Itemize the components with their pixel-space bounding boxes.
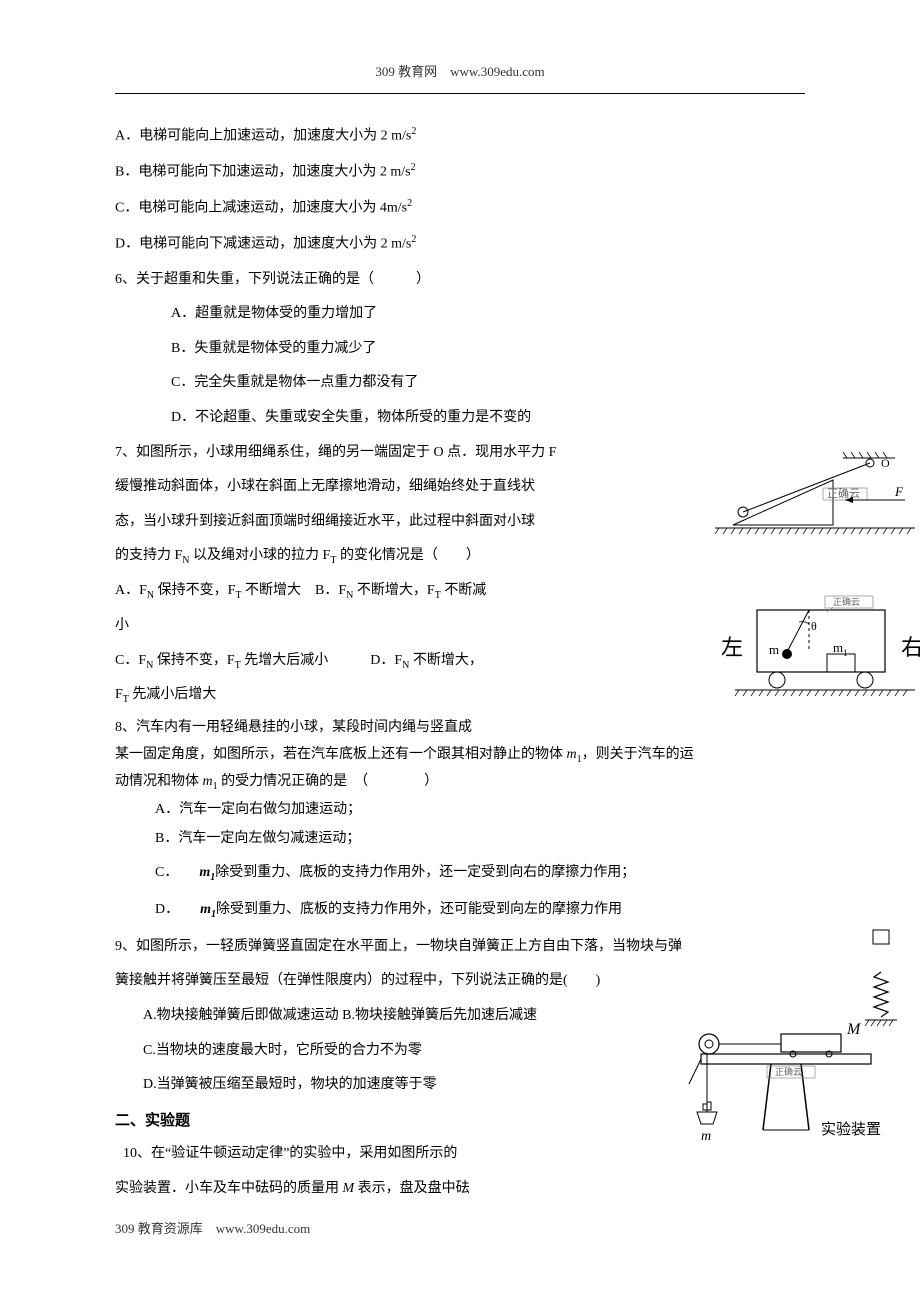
q7-line1: 7、如图所示，小球用细绳系住，绳的另一端固定于 O 点．现用水平力 F — [115, 440, 805, 467]
q8-line3: 动情况和物体 m1 的受力情况正确的是 （ ） — [115, 771, 805, 795]
q10-line2: 实验装置．小车及车中砝码的质量用 M 表示，盘及盘中砝 — [115, 1176, 805, 1203]
q9-line1: 9、如图所示，一轻质弹簧竖直固定在水平面上，一物块自弹簧正上方自由下落，当物块与… — [115, 934, 805, 961]
fig-label-device: 实验装置 — [821, 1121, 881, 1138]
fig-label-right: 右 — [901, 635, 920, 660]
q6-stem: 6、关于超重和失重，下列说法正确的是（ ） — [115, 267, 805, 294]
fig-label-m: m — [769, 642, 779, 657]
footer-site: 309 教育资源库 — [115, 1221, 203, 1236]
q7-option-a2: 小 — [115, 613, 805, 640]
q8-line1: 8、汽车内有一用轻绳悬挂的小球，某段时间内绳与竖直成 — [115, 717, 805, 739]
q5-option-c: C．电梯可能向上减速运动，加速度大小为 4m/s2 — [115, 194, 805, 222]
fig-label-O: O — [881, 456, 890, 470]
q7-line2: 缓慢推动斜面体，小球在斜面上无摩擦地滑动，细绳始终处于直线状 — [115, 474, 805, 501]
q5-option-b: B．电梯可能向下加速运动，加速度大小为 2 m/s2 — [115, 158, 805, 186]
page-header: 309 教育网 www.309edu.com — [115, 60, 805, 85]
q8-figure: 左 右 m θ 正确云 m1 — [715, 590, 895, 710]
fig-label-m1: m1 — [833, 640, 848, 658]
q6-option-b: B．失重就是物体受的重力减少了 — [115, 336, 805, 363]
watermark-text: 正确云 — [827, 487, 860, 500]
header-url: www.309edu.com — [450, 64, 544, 79]
q5-option-d: D．电梯可能向下减速运动，加速度大小为 2 m/s2 — [115, 230, 805, 258]
footer-url: www.309edu.com — [216, 1221, 310, 1236]
header-site: 309 教育网 — [375, 64, 437, 79]
watermark-text: 正确云 — [775, 1066, 802, 1077]
page-footer: 309 教育资源库 www.309edu.com — [115, 1217, 310, 1242]
q7-option-a: A．FN 保持不变，FT 不断增大 B．FN 不断增大，FT 不断减 — [115, 578, 805, 605]
fig-label-theta: θ — [811, 619, 817, 633]
q7-line3: 态，当小球升到接近斜面顶端时细绳接近水平，此过程中斜面对小球 — [115, 509, 805, 536]
q8-option-d: D． m1除受到重力、底板的支持力作用外，还可能受到向左的摩擦力作用 — [115, 897, 805, 924]
q8-option-b: B．汽车一定向左做匀减速运动； — [115, 826, 805, 853]
q7-line-e: FT 先减小后增大 — [115, 682, 805, 709]
q10-figure-device: M m 正确云 实验装置 — [671, 1004, 901, 1154]
fig-label-M: M — [846, 1021, 862, 1038]
q9-line2: 簧接触并将弹簧压至最短（在弹性限度内）的过程中，下列说法正确的是( ) — [115, 968, 805, 995]
header-divider — [115, 93, 805, 94]
q6-option-a: A．超重就是物体受的重力增加了 — [115, 301, 805, 328]
q9-block: 9、如图所示，一轻质弹簧竖直固定在水平面上，一物块自弹簧正上方自由下落，当物块与… — [115, 934, 805, 1099]
q8-option-a: A．汽车一定向右做匀加速运动； — [115, 799, 805, 821]
q7-block: O 正确云 F — [115, 440, 805, 710]
fig-label-F: F — [894, 484, 904, 499]
q7-figure: O 正确云 F — [715, 450, 895, 540]
q6-option-c: C．完全失重就是物体一点重力都没有了 — [115, 370, 805, 397]
fig-label-m-small: m — [701, 1129, 711, 1144]
q7-line4: 的支持力 FN 以及绳对小球的拉力 FT 的变化情况是（ ） — [115, 543, 805, 570]
fig-label-left: 左 — [721, 635, 743, 660]
q5-option-a: A．电梯可能向上加速运动，加速度大小为 2 m/s2 — [115, 122, 805, 150]
q8-line2: 某一固定角度，如图所示，若在汽车底板上还有一个跟其相对静止的物体 m1，则关于汽… — [115, 744, 805, 768]
q8-option-c: C． m1除受到重力、底板的支持力作用外，还一定受到向右的摩擦力作用； — [115, 860, 805, 887]
watermark-text: 正确云 — [833, 596, 860, 607]
q6-option-d: D．不论超重、失重或安全失重，物体所受的重力是不变的 — [115, 405, 805, 432]
q7-option-c: C．FN 保持不变，FT 先增大后减小 D．FN 不断增大， — [115, 648, 805, 675]
